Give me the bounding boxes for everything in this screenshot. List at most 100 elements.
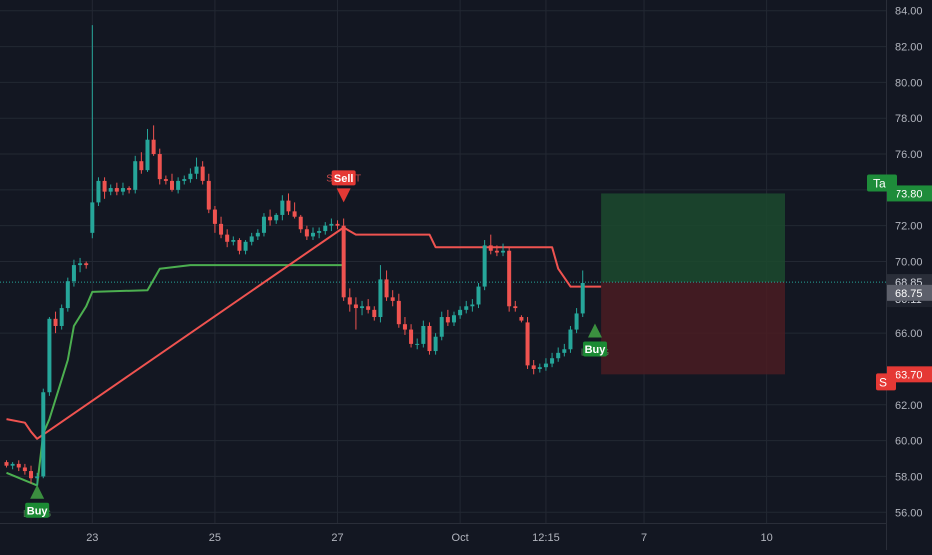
y-tick-label: 66.00 [895,328,923,340]
candle-body [261,216,266,233]
candle-body [458,309,463,316]
candle [531,360,536,375]
candle [494,245,499,257]
candle-body [255,232,260,237]
stop-zone [601,282,786,375]
candle [219,216,224,239]
candle-body [243,241,248,251]
candle [433,333,438,355]
x-tick-label: 25 [209,532,221,544]
candle-body [421,325,426,344]
candle-body [304,229,309,237]
candle [16,460,21,472]
candle-body [4,462,9,466]
candle [96,177,101,206]
candle [298,214,303,233]
candle-body [519,317,524,321]
y-tick-label: 60.00 [895,436,923,448]
candle [280,195,285,221]
candle-body [353,304,358,309]
candle-body [22,467,27,472]
target-price-label-text: 73.80 [895,188,923,200]
candle-body [292,211,297,217]
sell-label-bg [331,170,356,186]
candle [550,352,555,368]
x-tick-label: 23 [86,532,98,544]
candle [47,317,52,396]
candle [78,257,83,273]
candle-body [311,232,315,237]
y-tick-label: 82.00 [895,42,923,54]
candle [231,236,236,246]
candle-body [90,202,95,233]
candle [360,300,365,316]
candle-body [494,250,499,253]
candle-body [102,180,107,192]
buy-signal[interactable]: LONGBuy [581,323,610,359]
candle [445,309,450,326]
candle-body [537,367,542,369]
last-price-label-bg [887,284,932,301]
candle [568,325,573,353]
buy-label-bg [25,502,50,518]
target-tab-text: Ta [873,176,886,190]
candle [353,297,358,330]
candle [451,311,456,326]
candle-body [182,179,187,181]
candle [372,306,377,321]
x-tick-label: 10 [760,532,772,544]
candle [396,293,401,328]
candle-body [433,336,438,352]
candle [415,338,420,350]
y-tick-label: 76.00 [895,149,923,161]
candle-body [231,240,236,242]
candle [556,347,561,362]
candle [120,182,125,196]
candle-body [163,179,168,181]
candle-body [317,231,322,233]
candle [488,234,493,255]
candle [311,227,315,241]
stop-price-label: 63.70 [887,366,932,383]
candle [439,311,444,341]
candle [366,299,371,314]
stop-tab[interactable]: S [876,373,896,391]
sell-signal[interactable]: SHORTSell [326,170,361,203]
candle-body [188,173,193,180]
buy-arrow-icon [587,323,602,338]
candle-body [513,306,518,309]
supertrend-red-line [6,226,602,440]
candle-body [347,297,352,305]
candle-body [390,297,395,301]
candle-body [451,315,456,323]
stop-tab-text: S [879,375,887,389]
candle-body [488,245,493,251]
candle [574,308,579,334]
candle [347,288,352,312]
candle [402,317,407,335]
candle [237,238,242,255]
candle-body [556,352,561,359]
stop-price-label-bg [887,366,932,383]
candle-body [114,188,119,192]
candle-body [274,214,279,221]
candle [501,243,506,257]
candle-body [127,188,132,190]
target-tab[interactable]: Ta [867,174,897,192]
candle [170,173,175,192]
candle-body [445,317,450,323]
candle [145,128,150,172]
candle [84,261,89,269]
sell-label: Sell [334,173,354,185]
x-tick-label: 12:15 [532,532,560,544]
last-price-label: 68.75 [887,284,932,301]
buy-signal[interactable]: LONGBuy [23,484,52,520]
target-zone [601,193,786,283]
candle-body [139,161,144,171]
candle-body [108,188,113,192]
candle-body [378,279,383,318]
candle [65,277,70,312]
candle-body [268,216,273,221]
